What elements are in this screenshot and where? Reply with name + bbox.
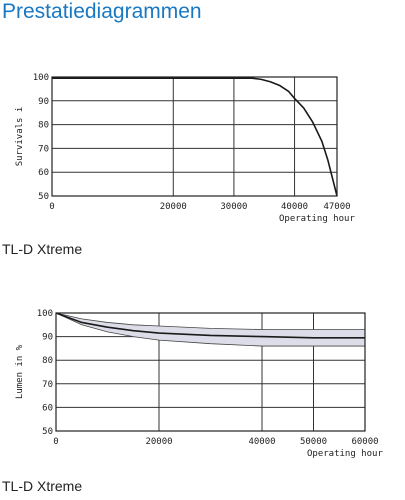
y-tick-label: 70 (38, 144, 49, 154)
plot-frame (51, 76, 338, 197)
series-line (55, 312, 365, 339)
series-line (52, 77, 338, 197)
y-axis-label: Lumen in % (15, 344, 25, 399)
y-tick-label: 80 (38, 121, 49, 131)
x-tick-label: 20000 (145, 437, 172, 447)
chart-caption-lumen: TL-D Xtreme (2, 478, 83, 494)
y-tick-label: 60 (38, 168, 49, 178)
band-upper-line (55, 312, 365, 330)
x-axis-label: Operating hour (279, 214, 355, 224)
x-tick-label: 47000 (323, 202, 350, 212)
x-tick-label: 40000 (281, 202, 308, 212)
y-tick-label: 90 (42, 333, 53, 343)
band-lower-line (55, 312, 365, 347)
chart-caption-survival: TL-D Xtreme (2, 241, 83, 257)
y-tick-label: 100 (37, 309, 53, 319)
x-tick-label: 0 (53, 437, 58, 447)
page-title: Prestatiediagrammen (2, 0, 202, 23)
x-axis-label: Operating hour (307, 449, 383, 459)
x-tick-label: 0 (49, 202, 54, 212)
x-tick-label: 50000 (300, 437, 327, 447)
x-tick-label: 30000 (220, 202, 247, 212)
lumen-chart: 50 60 70 80 90 100 0 20000 40000 50000 60000 Operat… (15, 309, 383, 459)
y-axis-label: Survivals i (15, 107, 25, 167)
y-tick-label: 90 (38, 97, 49, 107)
y-tick-label: 70 (42, 380, 53, 390)
survival-chart: 50 60 70 80 90 100 0 20000 30000 40000 47000 Operat… (15, 73, 355, 224)
y-tick-label: 50 (42, 427, 53, 437)
y-tick-label: 100 (33, 73, 49, 83)
y-tick-label: 60 (42, 403, 53, 413)
y-tick-label: 50 (38, 192, 49, 202)
x-tick-label: 60000 (351, 437, 378, 447)
plot-frame (55, 312, 366, 432)
y-tick-label: 80 (42, 356, 53, 366)
x-tick-label: 40000 (248, 437, 275, 447)
x-tick-label: 20000 (160, 202, 187, 212)
